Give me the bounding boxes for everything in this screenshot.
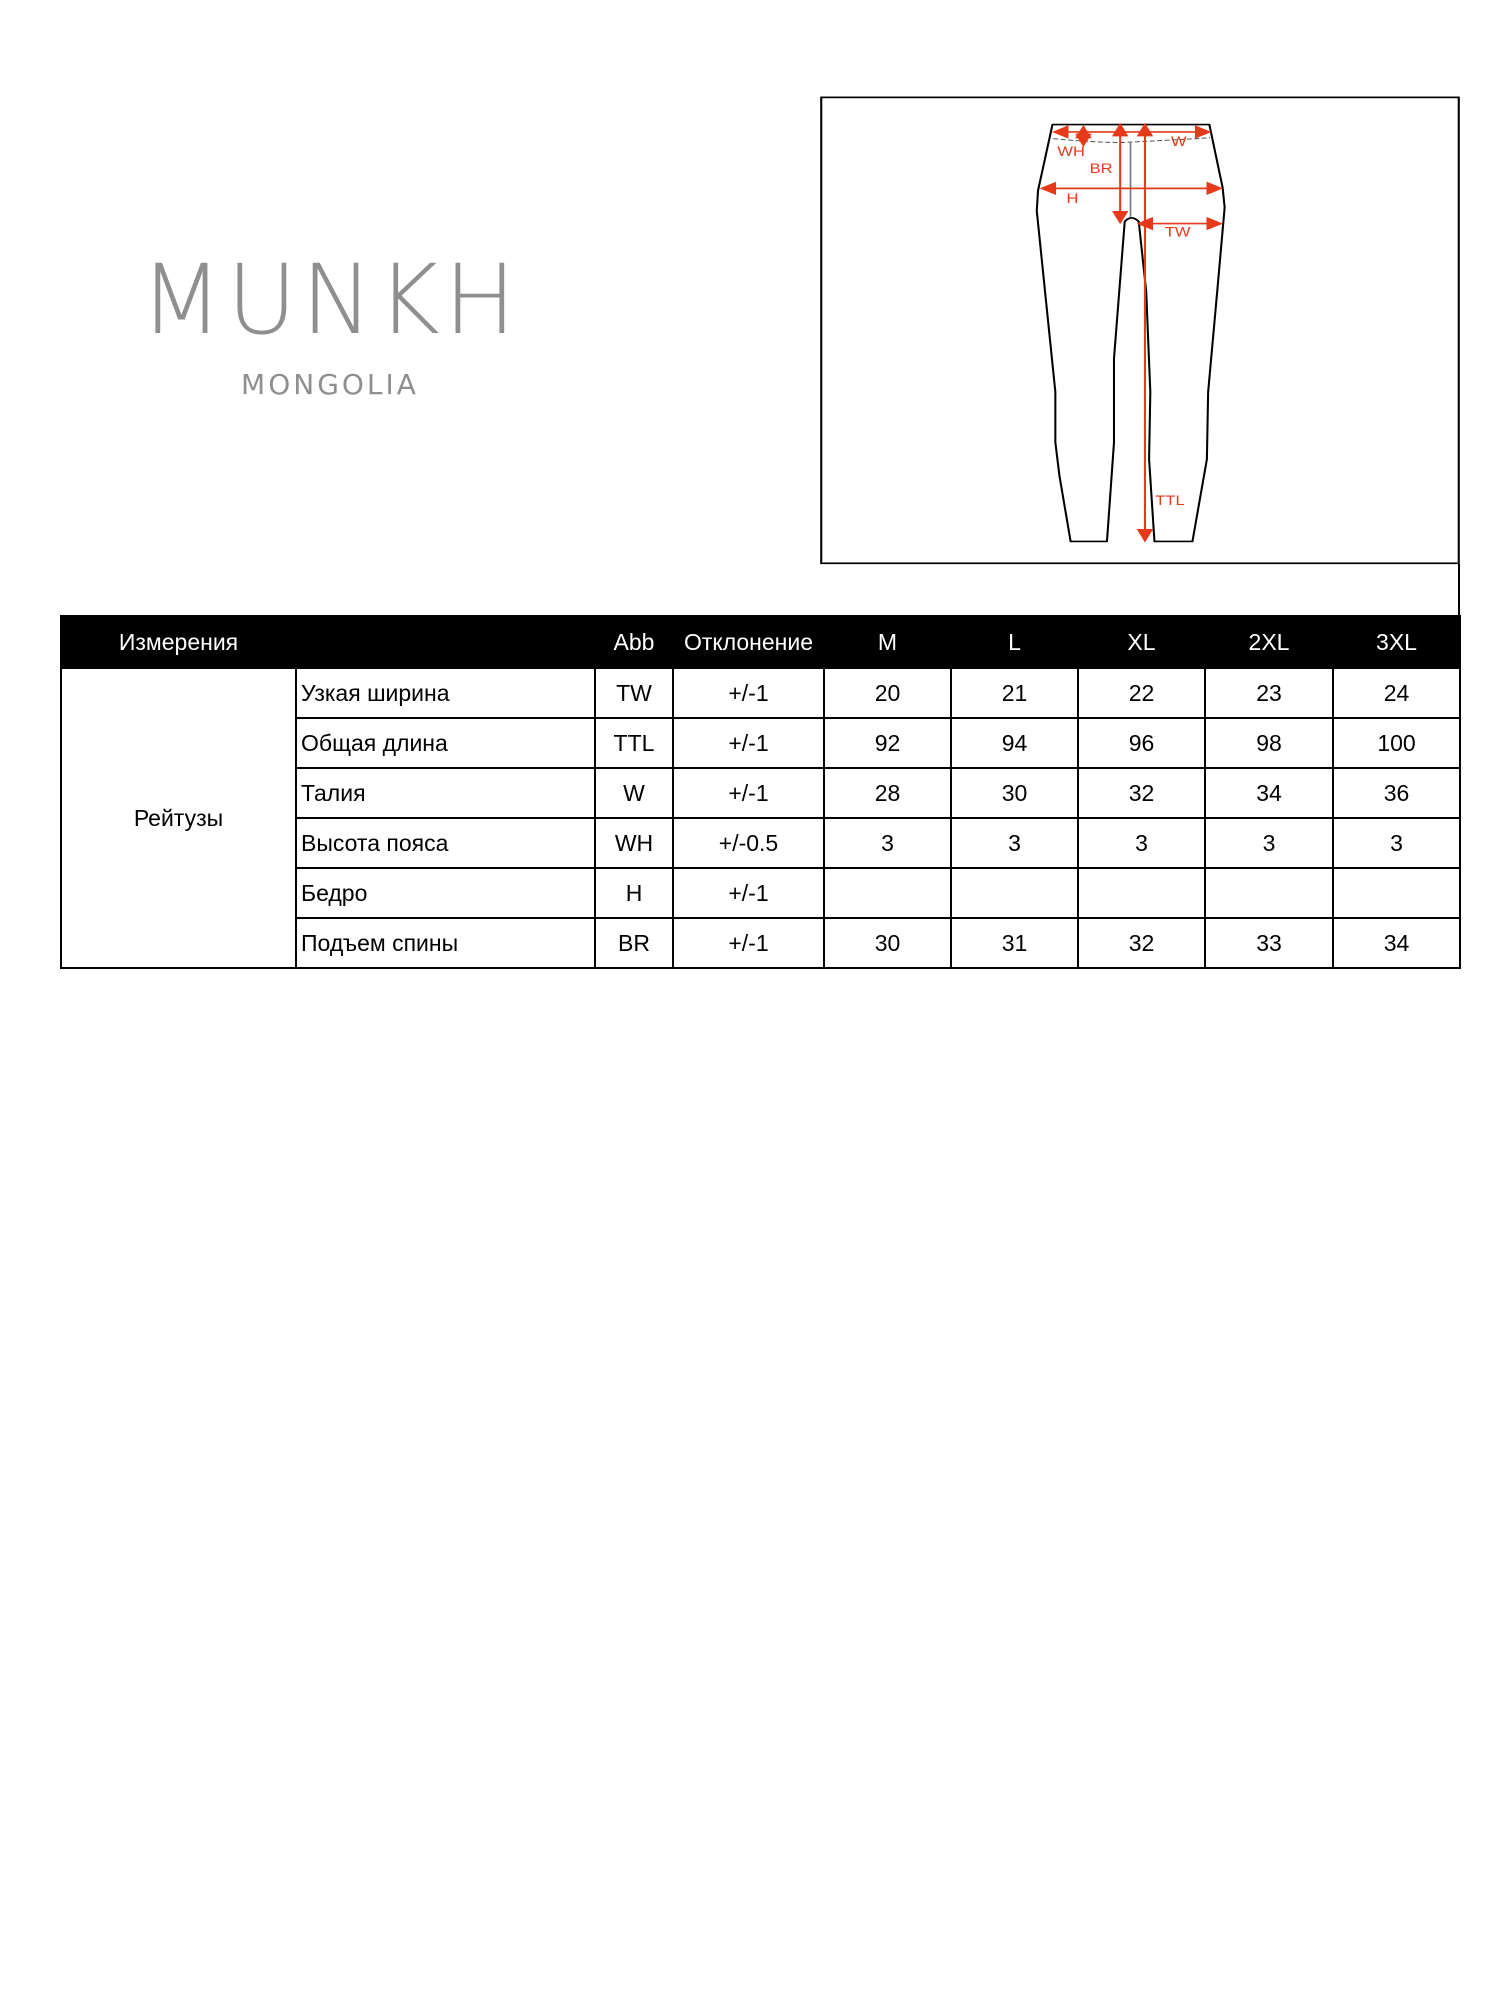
label-tw: TW [1165, 225, 1192, 240]
label-br: BR [1090, 161, 1113, 176]
size-value: 20 [823, 667, 952, 719]
size-value: 34 [1204, 767, 1334, 819]
measure-abb: WH [594, 817, 674, 869]
header-measure: Измерения [60, 615, 297, 669]
size-value: 31 [950, 917, 1079, 969]
leggings-measurement-diagram: W WH BR H TW TTL [820, 96, 1460, 565]
size-value: 36 [1332, 767, 1461, 819]
size-value: 3 [823, 817, 952, 869]
size-value: 3 [950, 817, 1079, 869]
label-wh: WH [1057, 145, 1085, 160]
logo-brand: MUNKH [139, 244, 521, 356]
measure-tolerance: +/-1 [672, 867, 825, 919]
header-tolerance: Отклонение [672, 615, 825, 669]
size-value: 96 [1077, 717, 1206, 769]
logo-sub: MONGOLIA [241, 368, 419, 401]
size-value: 34 [1332, 917, 1461, 969]
brand-logo: MUNKH MONGOLIA [120, 250, 540, 401]
table-row: Рейтузы Узкая ширина TW +/-1 20 21 22 23 24 [60, 667, 1461, 969]
size-value: 100 [1332, 717, 1461, 769]
size-chart-table: Измерения Abb Отклонение M L XL 2XL 3XL … [60, 615, 1461, 969]
size-value: 32 [1077, 917, 1206, 969]
size-value: 30 [950, 767, 1079, 819]
measure-abb: W [594, 767, 674, 819]
measure-name: Узкая ширина [295, 667, 596, 719]
measure-name: Талия [295, 767, 596, 819]
size-value [823, 867, 952, 919]
measure-tolerance: +/-1 [672, 717, 825, 769]
label-h: H [1067, 192, 1079, 207]
product-name: Рейтузы [60, 667, 297, 969]
header-size: L [950, 615, 1079, 669]
measure-abb: H [594, 867, 674, 919]
table-row: Высота пояса WH +/-0.5 3 3 3 3 3 [61, 817, 1461, 869]
header-size: 2XL [1204, 615, 1334, 669]
measure-tolerance: +/-1 [672, 667, 825, 719]
size-value: 33 [1204, 917, 1334, 969]
measure-tolerance: +/-0.5 [672, 817, 825, 869]
size-value: 3 [1332, 817, 1461, 869]
measure-abb: BR [594, 917, 674, 969]
size-value: 94 [950, 717, 1079, 769]
header-size: 3XL [1332, 615, 1461, 669]
table-row: Талия W +/-1 28 30 32 34 36 [61, 767, 1461, 819]
measure-tolerance: +/-1 [672, 767, 825, 819]
table-header: Измерения Abb Отклонение M L XL 2XL 3XL [60, 615, 1461, 669]
waistband-stitch [1053, 137, 1211, 143]
size-value [1204, 867, 1334, 919]
size-value: 98 [1204, 717, 1334, 769]
size-value: 3 [1077, 817, 1206, 869]
table-row: Бедро H +/-1 [61, 867, 1461, 919]
size-value: 32 [1077, 767, 1206, 819]
size-value: 30 [823, 917, 952, 969]
size-value: 28 [823, 767, 952, 819]
size-value: 22 [1077, 667, 1206, 719]
measure-tolerance: +/-1 [672, 917, 825, 969]
frame-connector [1458, 564, 1460, 616]
table-row: Общая длина TTL +/-1 92 94 96 98 100 [61, 717, 1461, 769]
size-value: 92 [823, 717, 952, 769]
measure-name: Высота пояса [295, 817, 596, 869]
measure-name: Общая длина [295, 717, 596, 769]
size-value: 23 [1204, 667, 1334, 719]
label-ttl: TTL [1155, 494, 1184, 509]
leggings-outline [1035, 123, 1226, 543]
measure-name: Бедро [295, 867, 596, 919]
header-size: XL [1077, 615, 1206, 669]
size-value [1077, 867, 1206, 919]
measure-abb: TW [594, 667, 674, 719]
size-value: 21 [950, 667, 1079, 719]
measure-name: Подъем спины [295, 917, 596, 969]
measure-abb: TTL [594, 717, 674, 769]
size-value [950, 867, 1079, 919]
size-value: 24 [1332, 667, 1461, 719]
size-value [1332, 867, 1461, 919]
header-size: M [823, 615, 952, 669]
label-w: W [1171, 134, 1187, 149]
size-value: 3 [1204, 817, 1334, 869]
header-abb: Abb [594, 615, 674, 669]
diagram-frame [820, 96, 1460, 565]
header-blank [295, 615, 596, 669]
table-row: Подъем спины BR +/-1 30 31 32 33 34 [61, 917, 1461, 969]
